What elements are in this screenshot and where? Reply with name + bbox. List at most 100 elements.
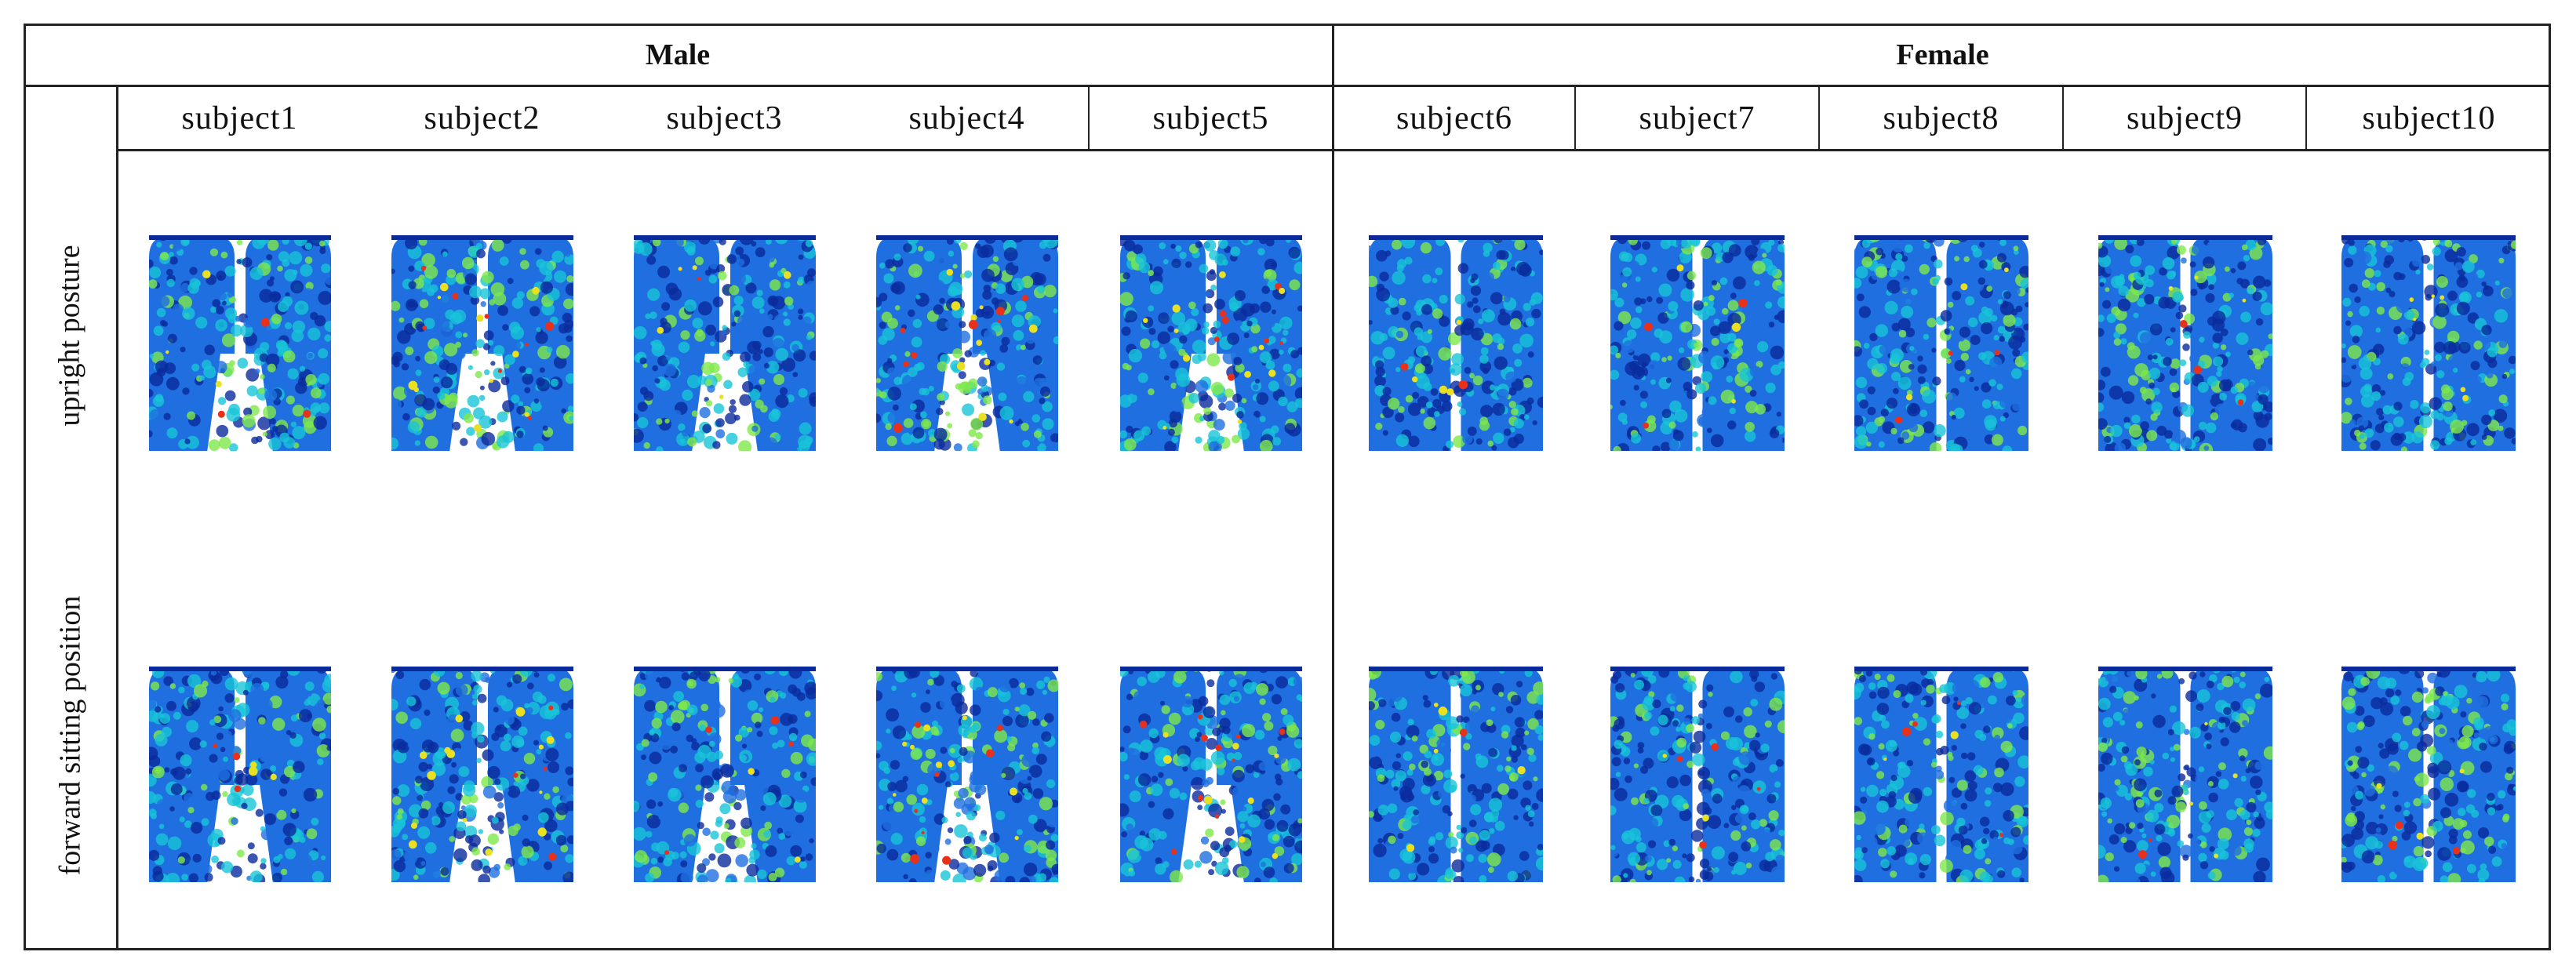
pressure-cell xyxy=(173,711,181,720)
pressure-cell xyxy=(1022,391,1034,402)
pressure-cell xyxy=(651,718,662,728)
pressure-cell xyxy=(2189,329,2201,341)
pressure-cell xyxy=(2022,835,2028,845)
pressure-cell xyxy=(774,434,780,441)
pressure-cell xyxy=(542,425,548,431)
pressure-cell xyxy=(1985,758,1992,766)
pressure-cell xyxy=(2434,354,2442,361)
pressure-hotspot xyxy=(1698,841,1707,849)
pressure-cell xyxy=(418,808,428,819)
pressure-cell xyxy=(1467,426,1477,436)
pressure-cell xyxy=(1286,401,1297,412)
pressure-cell xyxy=(1033,430,1042,438)
pressure-cell xyxy=(657,265,670,278)
pressure-cell xyxy=(242,689,249,696)
pressure-cell xyxy=(1697,351,1711,364)
pressure-cell xyxy=(1199,394,1213,409)
pressure-cell xyxy=(462,783,475,797)
pressure-cell xyxy=(166,278,175,288)
pressure-cell xyxy=(695,799,704,808)
pressure-cell xyxy=(2444,239,2452,248)
pressure-cell xyxy=(680,871,693,882)
pressure-cell xyxy=(1774,781,1781,788)
pressure-cell xyxy=(879,262,886,269)
pressure-cell xyxy=(2359,434,2365,439)
pressure-cell xyxy=(1045,840,1055,850)
pressure-cell xyxy=(1523,730,1529,736)
pressure-hotspot xyxy=(212,743,217,749)
pressure-cell xyxy=(1461,801,1470,809)
pressure-cell xyxy=(1633,297,1643,306)
pressure-cell xyxy=(1765,383,1776,394)
pressure-cell xyxy=(808,392,816,405)
pressure-cell xyxy=(1122,725,1131,734)
pressure-cell xyxy=(902,243,912,252)
pressure-cell xyxy=(2207,284,2214,290)
pressure-cell xyxy=(778,833,785,840)
pressure-cell xyxy=(1641,241,1650,250)
pressure-cell xyxy=(678,764,687,772)
pressure-cell xyxy=(1630,797,1639,805)
pressure-cell xyxy=(1253,772,1260,778)
pressure-cell xyxy=(2469,439,2476,445)
pressure-cell xyxy=(1271,309,1276,314)
pressure-cell xyxy=(1904,852,1917,866)
pressure-cell xyxy=(664,418,670,424)
pressure-cell xyxy=(1749,390,1756,397)
pressure-cell xyxy=(1679,288,1694,302)
pressure-cell xyxy=(1040,731,1051,742)
pressure-map-image xyxy=(1610,235,1785,451)
pressure-hotspot xyxy=(538,744,544,750)
pressure-hotspot xyxy=(1243,371,1251,378)
pressure-cell xyxy=(1642,698,1655,711)
pressure-cell xyxy=(2243,255,2250,262)
pressure-cell xyxy=(1405,394,1413,403)
pressure-cell xyxy=(1382,387,1392,396)
pressure-cell xyxy=(2210,412,2218,421)
pressure-cell xyxy=(282,350,295,363)
pressure-cell xyxy=(1710,355,1724,369)
pressure-cell xyxy=(1420,242,1432,254)
pressure-cell xyxy=(737,258,744,267)
pressure-cell xyxy=(2237,748,2248,758)
pressure-cell xyxy=(1028,315,1041,329)
pressure-cell xyxy=(1683,427,1692,437)
pressure-cell xyxy=(224,677,238,691)
pressure-cell xyxy=(1453,876,1464,882)
pressure-cell xyxy=(424,265,438,279)
pressure-cell xyxy=(547,674,555,682)
pressure-cell xyxy=(1742,707,1752,717)
pressure-cell xyxy=(318,732,326,739)
subject-cell-divider xyxy=(2305,85,2307,151)
pressure-cell xyxy=(1242,789,1251,799)
pressure-cell xyxy=(1985,285,1992,292)
pressure-cell xyxy=(1237,427,1250,440)
pressure-cell xyxy=(1537,844,1543,851)
pressure-cell xyxy=(1647,674,1656,684)
pressure-cell xyxy=(722,790,737,804)
pressure-map-image xyxy=(633,235,816,451)
pressure-cell xyxy=(1713,318,1720,325)
pressure-cell xyxy=(1952,696,1959,702)
pressure-cell xyxy=(2017,425,2027,436)
pressure-cell xyxy=(396,814,402,820)
pressure-cell xyxy=(443,343,457,357)
pressure-cell xyxy=(1391,239,1402,250)
pressure-cell xyxy=(1700,247,1712,260)
pressure-cell xyxy=(230,817,238,825)
pressure-cell xyxy=(1288,279,1300,291)
pressure-cell xyxy=(1406,769,1414,776)
pressure-cell xyxy=(260,828,272,841)
pressure-cell xyxy=(1887,267,1897,278)
pressure-cell xyxy=(2424,350,2429,355)
pressure-cell xyxy=(204,873,213,882)
pressure-cell xyxy=(519,773,526,779)
pressure-hotspot xyxy=(704,726,712,733)
pressure-cell xyxy=(1459,684,1472,697)
pressure-cell xyxy=(2375,282,2385,292)
pressure-cell xyxy=(181,307,195,320)
pressure-cell xyxy=(1956,707,1969,719)
pressure-cell xyxy=(220,251,227,259)
pressure-cell xyxy=(1279,804,1290,815)
pressure-lobe xyxy=(875,667,962,882)
